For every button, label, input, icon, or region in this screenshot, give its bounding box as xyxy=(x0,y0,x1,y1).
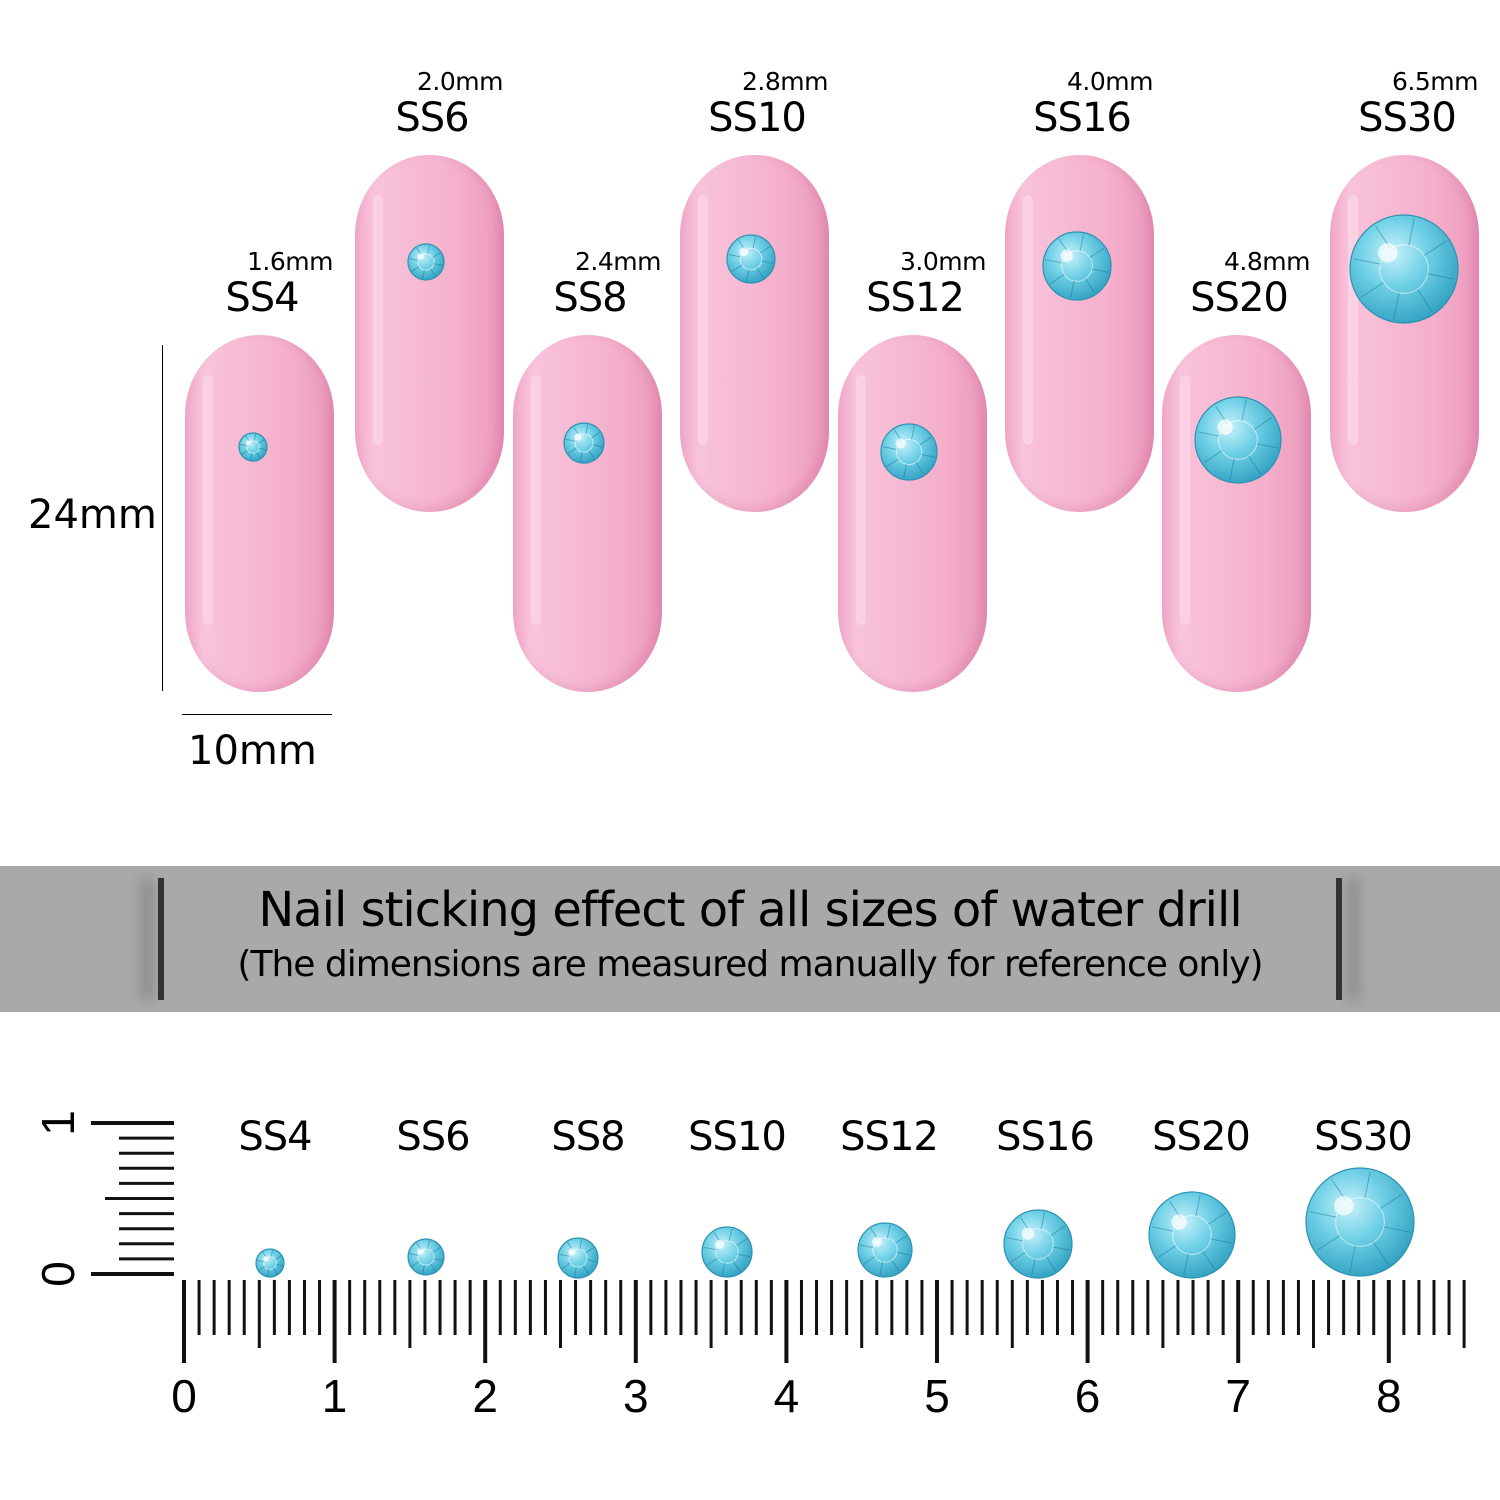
size-ss-label: SS30 xyxy=(1358,95,1457,141)
rhinestone-ss12 xyxy=(880,423,938,481)
ruler-rhinestone-ss8 xyxy=(557,1237,599,1279)
rhinestone-ss16 xyxy=(1042,231,1112,301)
ruler-rhinestone-ss12 xyxy=(857,1222,913,1278)
width-dimension-line xyxy=(182,714,332,715)
rhinestone-ss6 xyxy=(407,243,445,281)
rhinestone-ss20 xyxy=(1194,396,1282,484)
ruler-tick-label: 8 xyxy=(1376,1370,1402,1422)
ruler-tick-label: 0 xyxy=(171,1370,197,1422)
ruler-rhinestone-ss4 xyxy=(255,1248,285,1278)
size-mm-label: 2.8mm xyxy=(742,67,828,96)
size-mm-label: 2.0mm xyxy=(417,67,503,96)
nail-ss20 xyxy=(1162,335,1311,692)
ruler-size-label: SS20 xyxy=(1152,1114,1251,1160)
ruler-tick-label: 4 xyxy=(774,1370,800,1422)
ruler-size-label: SS16 xyxy=(996,1114,1095,1160)
rhinestone-ss30 xyxy=(1349,214,1459,324)
size-ss-label: SS8 xyxy=(553,275,627,321)
banner-title: Nail sticking effect of all sizes of wat… xyxy=(258,882,1242,938)
ruler-size-label: SS10 xyxy=(688,1114,787,1160)
ruler-tick-label: 5 xyxy=(924,1370,950,1422)
banner-subtitle: (The dimensions are measured manually fo… xyxy=(237,944,1263,985)
nail-ss12 xyxy=(838,335,987,692)
size-ss-label: SS16 xyxy=(1033,95,1132,141)
ruler-tick-label: 2 xyxy=(472,1370,498,1422)
nail-ss16 xyxy=(1005,155,1154,512)
ruler-rhinestone-ss30 xyxy=(1305,1167,1415,1277)
ruler-tick-label: 3 xyxy=(623,1370,649,1422)
nail-ss8 xyxy=(513,335,662,692)
rhinestone-ss8 xyxy=(563,422,605,464)
size-mm-label: 3.0mm xyxy=(900,247,986,276)
ruler-rhinestone-ss6 xyxy=(407,1238,445,1276)
vertical-tick-label: 0 xyxy=(32,1261,84,1287)
banner-left-arrow-icon xyxy=(158,878,164,1000)
ruler-size-label: SS6 xyxy=(396,1114,470,1160)
vertical-ruler: 01 xyxy=(32,1110,174,1287)
nail-ss4 xyxy=(185,335,334,692)
ruler-rhinestone-ss20 xyxy=(1148,1191,1236,1279)
banner-right-arrow-icon xyxy=(1336,878,1342,1000)
nail-height-label: 24mm xyxy=(28,492,157,538)
size-mm-label: 6.5mm xyxy=(1392,67,1478,96)
ruler-tick-label: 1 xyxy=(322,1370,348,1422)
ruler-rhinestone-ss10 xyxy=(701,1226,753,1278)
size-mm-label: 1.6mm xyxy=(247,247,333,276)
ruler-rhinestone-ss16 xyxy=(1003,1209,1073,1279)
horizontal-ruler: 0 1 2 3 4 5 6 7 8 xyxy=(171,1280,1466,1422)
size-ss-label: SS10 xyxy=(708,95,807,141)
size-mm-label: 2.4mm xyxy=(575,247,661,276)
size-ss-label: SS20 xyxy=(1190,275,1289,321)
ruler-size-label: SS8 xyxy=(551,1114,625,1160)
height-dimension-line xyxy=(162,345,163,691)
size-mm-label: 4.8mm xyxy=(1224,247,1310,276)
nail-width-label: 10mm xyxy=(188,728,317,774)
ruler-size-label: SS30 xyxy=(1314,1114,1413,1160)
ruler-tick-label: 6 xyxy=(1075,1370,1101,1422)
size-ss-label: SS4 xyxy=(225,275,299,321)
nail-ss6 xyxy=(355,155,504,512)
rhinestone-ss10 xyxy=(726,234,776,284)
vertical-tick-label: 1 xyxy=(32,1110,84,1136)
size-ss-label: SS6 xyxy=(395,95,469,141)
size-ss-label: SS12 xyxy=(866,275,965,321)
ruler-size-label: SS4 xyxy=(238,1114,312,1160)
size-mm-label: 4.0mm xyxy=(1067,67,1153,96)
ruler-size-label: SS12 xyxy=(840,1114,939,1160)
nail-ss10 xyxy=(680,155,829,512)
ruler-tick-label: 7 xyxy=(1225,1370,1251,1422)
banner: Nail sticking effect of all sizes of wat… xyxy=(0,866,1500,1012)
rhinestone-ss4 xyxy=(238,432,268,462)
